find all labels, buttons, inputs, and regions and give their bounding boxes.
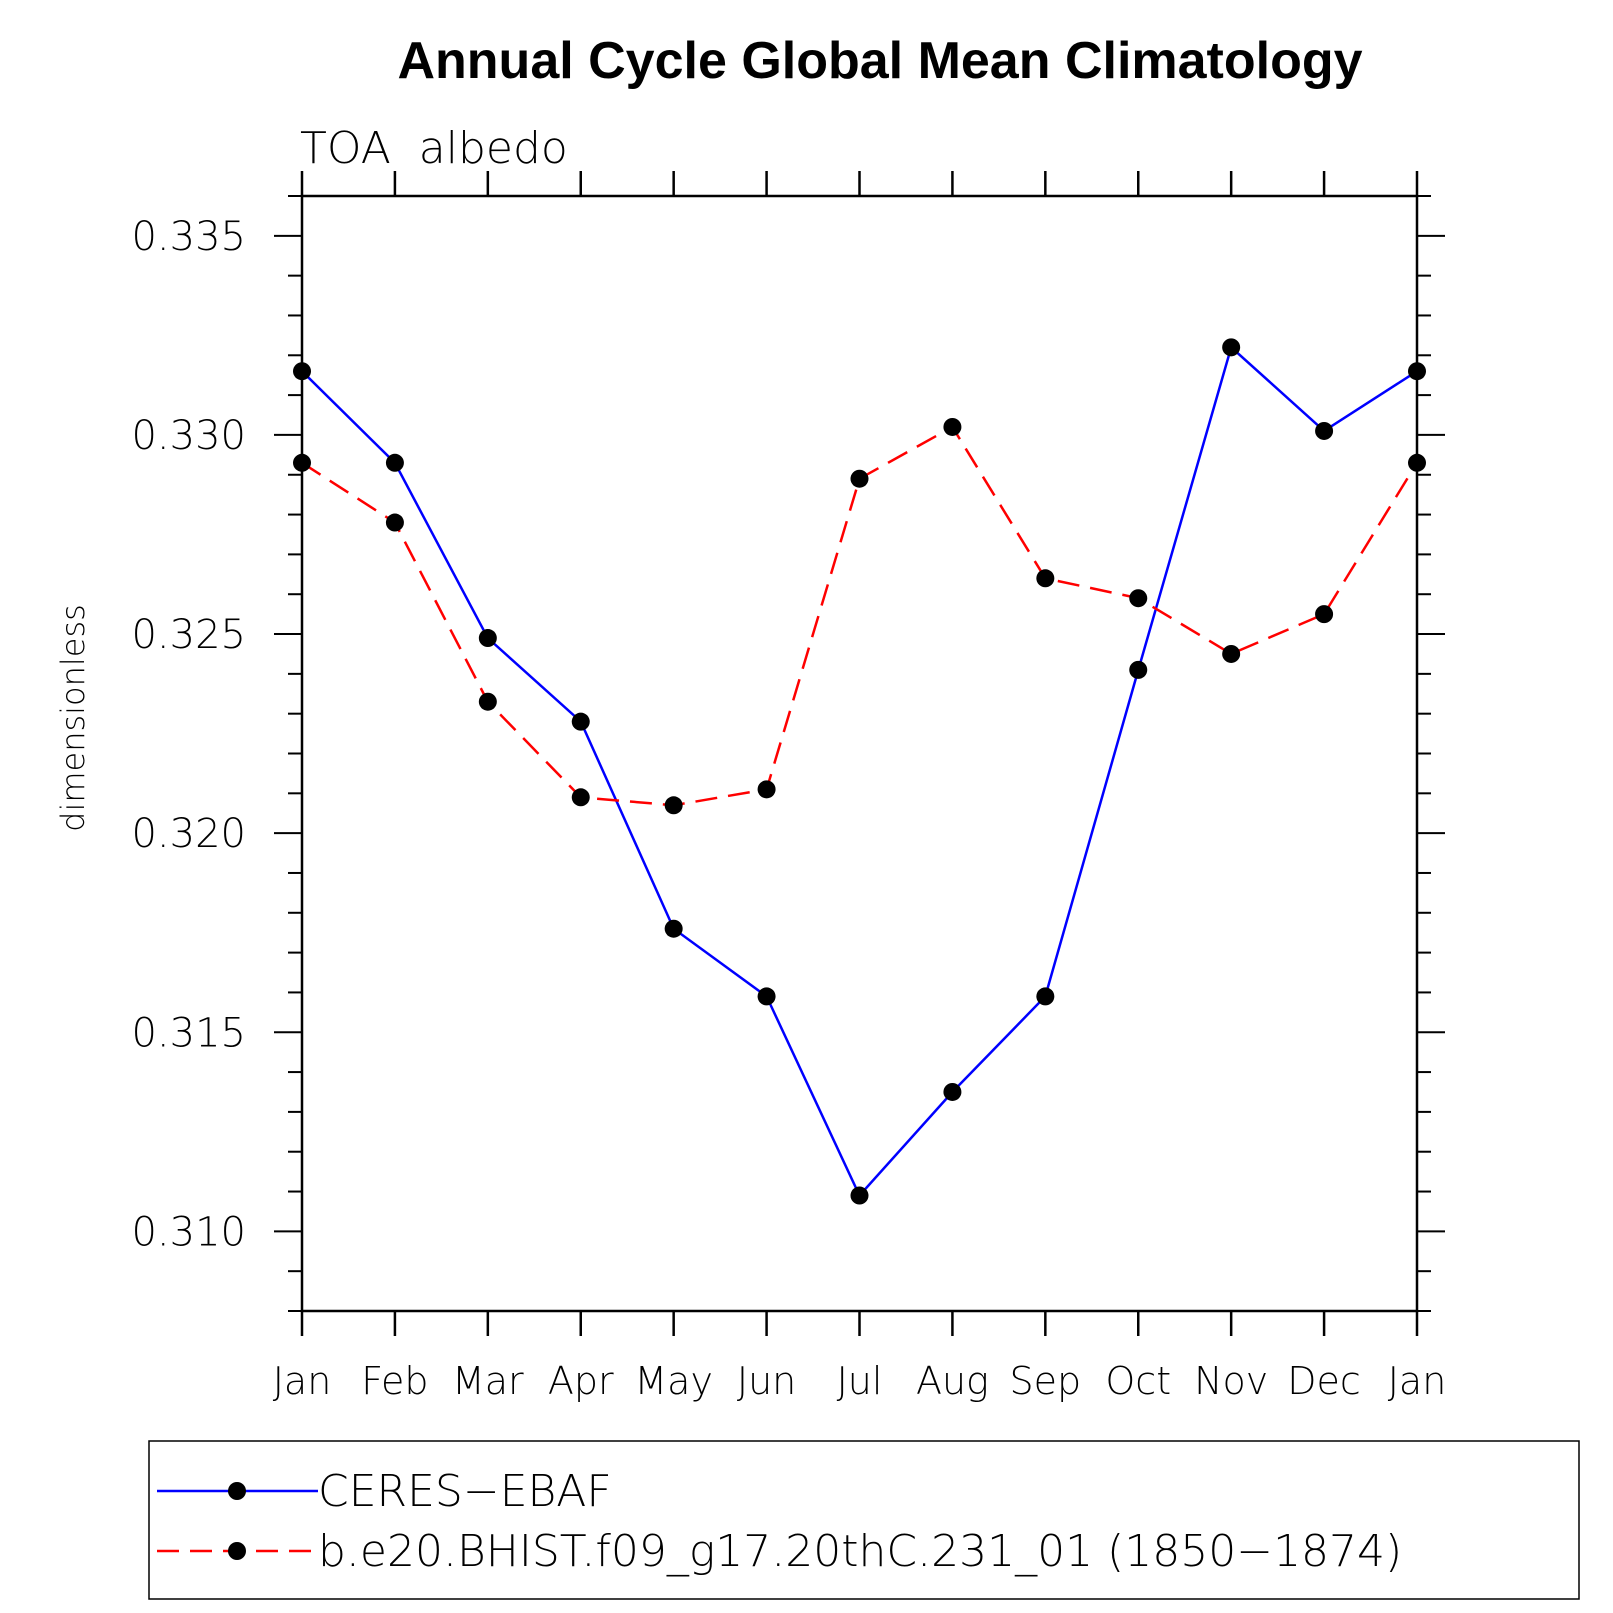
legend-label-1: CERES−EBAF	[318, 1466, 612, 1517]
x-tick-label: May	[634, 1359, 713, 1403]
series-2-point	[1222, 644, 1241, 663]
x-tick-label: Apr	[548, 1359, 614, 1403]
series-2-point	[1315, 605, 1334, 624]
series-1-point	[664, 919, 683, 938]
legend-marker-1	[228, 1482, 246, 1500]
x-tick-label: Oct	[1105, 1359, 1171, 1403]
x-tick-label: Dec	[1287, 1359, 1361, 1403]
x-tick-label: Jan	[1388, 1359, 1447, 1403]
series-1-point	[1129, 660, 1148, 679]
series-1-point	[943, 1082, 962, 1101]
x-tick-label: Jan	[273, 1359, 332, 1403]
chart-subtitle: TOA albedo	[300, 123, 568, 174]
y-tick-label: 0.320	[131, 811, 246, 857]
x-tick-label: Feb	[361, 1359, 428, 1403]
series-1-point	[757, 987, 776, 1006]
y-axis-label: dimensionless	[54, 604, 92, 832]
series-1-point	[1408, 362, 1426, 381]
series-2-point	[385, 513, 404, 532]
y-tick-label: 0.310	[131, 1209, 246, 1255]
series-2-point	[478, 692, 497, 711]
x-tick-label: Jun	[737, 1359, 796, 1403]
x-tick-label: Jul	[837, 1359, 883, 1403]
x-tick-label: Aug	[916, 1359, 989, 1403]
y-tick-label: 0.315	[131, 1010, 246, 1056]
x-tick-label: Mar	[452, 1359, 524, 1403]
legend: CERES−EBAF b.e20.BHIST.f09_g17.20thC.231_…	[148, 1440, 1580, 1600]
series-2-point	[293, 453, 311, 472]
series-1-point	[1036, 987, 1055, 1006]
series-1-point	[293, 362, 311, 381]
series-2-point	[664, 796, 683, 815]
series-2-point	[943, 417, 962, 436]
plot-area: Jan Feb Mar Apr May Jun Jul Aug Sep Oct Nov Dec Jan 0…	[131, 171, 1446, 1403]
series-2-point	[757, 780, 776, 799]
x-tick-label: Nov	[1194, 1359, 1268, 1403]
y-tick-label: 0.335	[131, 214, 246, 260]
series-1-point	[385, 453, 404, 472]
legend-box	[148, 1440, 1580, 1600]
series-1-point	[571, 712, 590, 731]
legend-label-2: b.e20.BHIST.f09_g17.20thC.231_01 (1850−1…	[318, 1526, 1402, 1577]
series-2-point	[1408, 453, 1426, 472]
legend-marker-2	[228, 1542, 246, 1560]
x-tick-label: Sep	[1010, 1359, 1082, 1403]
chart-title: Annual Cycle Global Mean Climatology	[397, 32, 1362, 90]
series-1-point	[1222, 338, 1241, 357]
series-1-point	[478, 629, 497, 648]
series-1-point	[850, 1186, 869, 1205]
series-2-point	[571, 788, 590, 807]
y-tick-label: 0.325	[131, 612, 246, 658]
series-2-point	[1129, 589, 1148, 608]
series-1-point	[1315, 421, 1334, 440]
series-2-point	[1036, 569, 1055, 588]
y-tick-label: 0.330	[131, 413, 246, 459]
series-2-point	[850, 469, 869, 488]
